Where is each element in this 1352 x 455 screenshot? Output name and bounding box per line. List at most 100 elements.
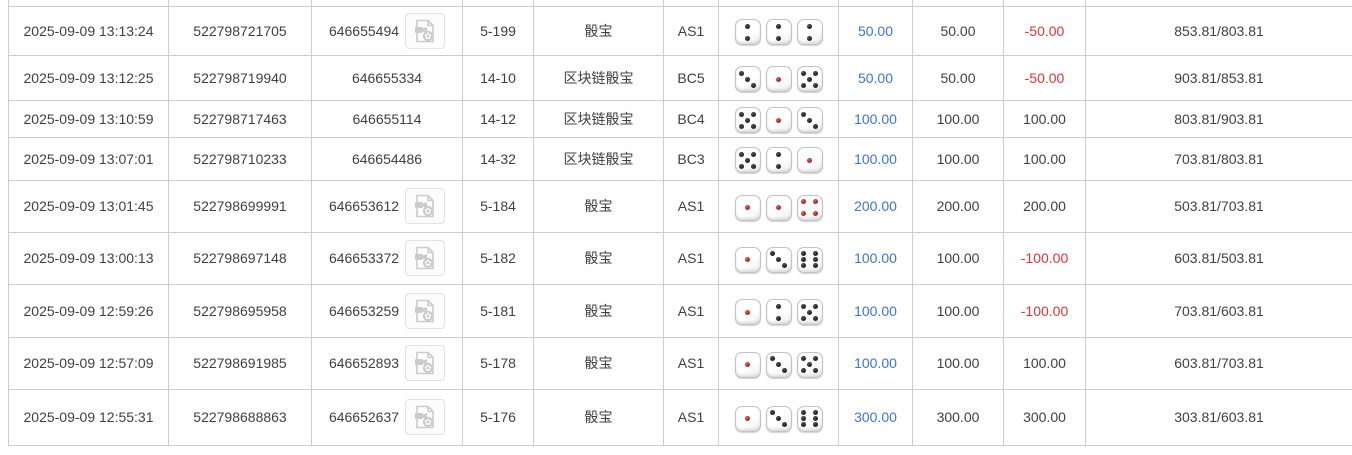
period-number: 14-32 <box>480 150 516 167</box>
bet-amount-link[interactable]: 50.00 <box>857 69 894 86</box>
die-face-5 <box>796 66 823 93</box>
bet-time: 2025-09-09 13:00:13 <box>23 250 154 266</box>
die-face-3 <box>765 405 792 432</box>
valid-amount: 50.00 <box>940 69 976 86</box>
bet-amount-link[interactable]: 50.00 <box>857 22 894 39</box>
balance-before-after: 603.81/503.81 <box>1174 250 1264 266</box>
die-face-2 <box>765 19 792 45</box>
table-row: 2025-09-09 12:55:31 522798688863 6466526… <box>8 388 1352 446</box>
video-replay-button[interactable] <box>405 12 446 49</box>
valid-amount: 100.00 <box>936 302 980 319</box>
die-face-5 <box>734 147 761 174</box>
die-face-2 <box>734 19 761 45</box>
win-loss-amount: -100.00 <box>1020 250 1069 266</box>
round-id: 646653372 <box>328 250 400 266</box>
bet-amount-link[interactable]: 100.00 <box>854 302 897 319</box>
die-face-1 <box>734 351 761 378</box>
bet-id: 522798695958 <box>193 302 287 319</box>
die-face-6 <box>796 246 823 273</box>
table-code: BC4 <box>677 110 705 127</box>
die-face-5 <box>734 107 761 134</box>
die-face-1 <box>796 147 823 174</box>
win-loss-amount: 300.00 <box>1023 409 1066 425</box>
round-id: 646652893 <box>328 355 400 371</box>
game-name: 骰宝 <box>584 355 613 371</box>
bet-time: 2025-09-09 13:12:25 <box>23 69 154 86</box>
die-face-5 <box>796 299 823 325</box>
valid-amount: 50.00 <box>940 22 976 39</box>
bet-id: 522798688863 <box>193 409 287 425</box>
video-replay-button[interactable] <box>405 292 446 329</box>
balance-before-after: 903.81/853.81 <box>1174 69 1264 86</box>
balance-before-after: 703.81/603.81 <box>1174 302 1264 319</box>
die-face-1 <box>765 107 792 134</box>
bet-id: 522798699991 <box>193 198 287 214</box>
bet-id: 522798710233 <box>193 150 287 167</box>
video-replay-button[interactable] <box>405 399 446 435</box>
bet-time: 2025-09-09 12:57:09 <box>23 355 154 371</box>
bet-time: 2025-09-09 12:55:31 <box>23 409 154 425</box>
bet-amount-link[interactable]: 100.00 <box>854 355 897 371</box>
dice-result <box>734 299 823 325</box>
video-replay-button[interactable] <box>405 240 446 276</box>
period-number: 5-178 <box>480 355 516 371</box>
game-name: 骰宝 <box>584 302 613 319</box>
win-loss-amount: 200.00 <box>1023 198 1066 214</box>
die-face-1 <box>734 405 761 432</box>
win-loss-amount: -50.00 <box>1024 69 1065 86</box>
video-replay-button[interactable] <box>405 188 446 224</box>
bet-id: 522798721705 <box>193 22 287 39</box>
bet-id: 522798691985 <box>193 355 287 371</box>
bet-amount-link[interactable]: 100.00 <box>854 110 897 127</box>
video-file-icon <box>414 245 436 271</box>
round-id: 646653612 <box>328 198 400 214</box>
round-id: 646654486 <box>351 150 423 167</box>
balance-before-after: 803.81/903.81 <box>1174 110 1264 127</box>
die-face-1 <box>765 66 792 93</box>
table-row: 2025-09-09 13:01:45 522798699991 6466536… <box>8 179 1352 233</box>
win-loss-amount: -100.00 <box>1020 302 1069 319</box>
dice-result <box>734 246 823 273</box>
bet-amount-link[interactable]: 200.00 <box>854 198 897 214</box>
die-face-6 <box>796 405 823 432</box>
bet-time: 2025-09-09 13:01:45 <box>23 198 154 214</box>
round-id: 646655334 <box>351 69 423 86</box>
period-number: 5-181 <box>480 302 516 319</box>
period-number: 5-176 <box>480 409 516 425</box>
die-face-2 <box>796 19 823 45</box>
table-row: 2025-09-09 13:07:01 522798710233 6466544… <box>8 136 1352 181</box>
dice-result <box>734 194 823 221</box>
table-row: 2025-09-09 12:59:26 522798695958 6466532… <box>8 283 1352 338</box>
balance-before-after: 603.81/703.81 <box>1174 355 1264 371</box>
round-id: 646652637 <box>328 409 400 425</box>
dice-result <box>734 19 823 45</box>
valid-amount: 100.00 <box>936 250 980 266</box>
valid-amount: 100.00 <box>936 355 980 371</box>
die-face-4 <box>796 194 823 221</box>
valid-amount: 200.00 <box>936 198 980 214</box>
dice-result <box>734 147 823 174</box>
game-name: 区块链骰宝 <box>563 69 634 86</box>
valid-amount: 100.00 <box>936 150 980 167</box>
video-file-icon <box>414 298 436 324</box>
win-loss-amount: 100.00 <box>1023 355 1066 371</box>
die-face-3 <box>765 351 792 378</box>
table-code: AS1 <box>677 250 705 266</box>
period-number: 14-10 <box>480 69 516 86</box>
round-id: 646655494 <box>328 22 400 39</box>
dice-result <box>734 66 823 93</box>
bet-id: 522798697148 <box>193 250 287 266</box>
bet-amount-link[interactable]: 100.00 <box>854 150 897 167</box>
bet-amount-link[interactable]: 100.00 <box>854 250 897 266</box>
die-face-2 <box>765 299 792 325</box>
die-face-1 <box>734 194 761 221</box>
table-code: AS1 <box>677 409 705 425</box>
game-name: 骰宝 <box>584 409 613 425</box>
table-row: 2025-09-09 13:13:24 522798721705 6466554… <box>8 5 1352 56</box>
video-replay-button[interactable] <box>405 345 446 381</box>
video-file-icon <box>414 193 436 219</box>
video-file-icon <box>414 350 436 376</box>
dice-result <box>734 107 823 134</box>
win-loss-amount: 100.00 <box>1023 150 1066 167</box>
bet-amount-link[interactable]: 300.00 <box>854 409 897 425</box>
